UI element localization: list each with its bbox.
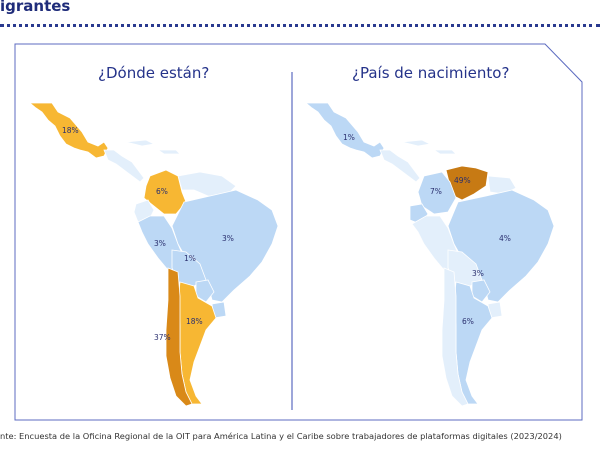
map-region-colombia — [143, 169, 187, 215]
map-region-chile — [165, 267, 193, 407]
map-region-central-america — [103, 149, 145, 183]
map-region-mexico — [28, 102, 109, 159]
label-brazil: 3% — [222, 234, 234, 243]
label-mexico: 18% — [62, 126, 79, 135]
right-panel-title: ¿País de nacimiento? — [352, 64, 510, 82]
map-region-caribbean — [125, 139, 181, 155]
label-peru: 3% — [154, 239, 166, 248]
section-title: igrantes — [0, 0, 71, 15]
label-brazil-right: 4% — [499, 234, 511, 243]
map-region-central-america-right — [379, 149, 421, 183]
map-region-chile-right — [441, 267, 469, 407]
label-argentina-right: 6% — [462, 317, 474, 326]
label-chile: 37% — [154, 333, 171, 342]
label-venezuela-right: 49% — [454, 176, 471, 185]
left-panel-title: ¿Dónde están? — [98, 64, 210, 82]
map-region-colombia-right — [417, 171, 457, 215]
label-bolivia: 1% — [184, 254, 196, 263]
label-colombia-right: 7% — [430, 187, 442, 196]
label-colombia: 6% — [156, 187, 168, 196]
label-mexico-right: 1% — [343, 133, 355, 142]
map-region-mexico-right — [304, 102, 385, 159]
source-note: nte: Encuesta de la Oficina Regional de … — [0, 431, 562, 441]
label-argentina: 18% — [186, 317, 203, 326]
dotted-divider — [0, 24, 600, 27]
label-paraguay-right: 3% — [472, 269, 484, 278]
map-region-caribbean-right — [401, 139, 457, 155]
